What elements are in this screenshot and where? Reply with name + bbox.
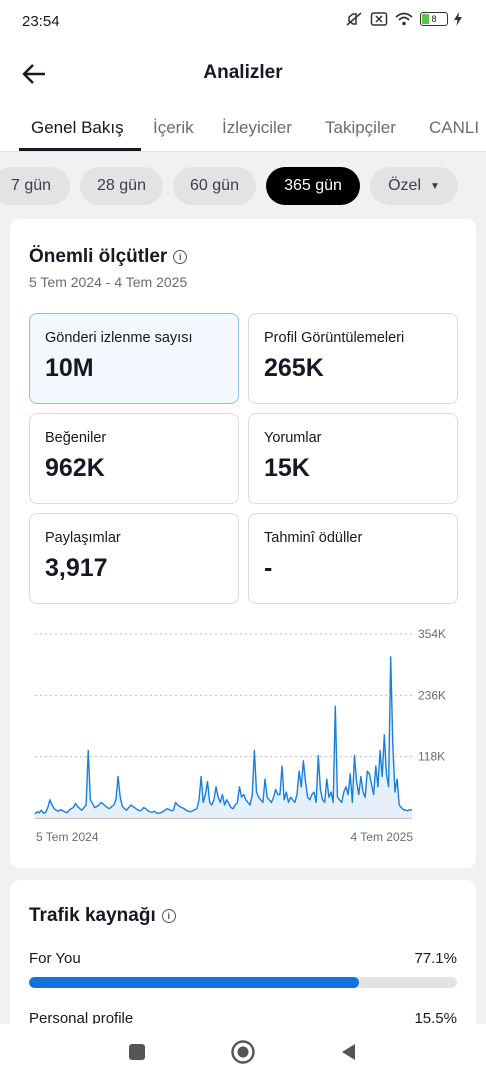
status-time: 23:54 — [22, 13, 60, 30]
battery-icon: 8 — [420, 12, 448, 26]
traffic-source-percent: 15.5% — [414, 1010, 457, 1027]
range-7-days[interactable]: 7 gün — [0, 167, 70, 205]
status-bar: 23:54 8 — [0, 0, 486, 44]
range-365-days[interactable]: 365 gün — [266, 167, 360, 205]
metric-value: 10M — [45, 354, 94, 382]
chip-label: 28 gün — [97, 177, 146, 194]
charging-icon — [454, 12, 462, 26]
arrow-left-icon — [22, 64, 45, 84]
metric-value: 15K — [264, 454, 310, 482]
metric-likes[interactable]: Beğeniler 962K — [29, 413, 239, 504]
key-metrics-title-row: Önemli ölçütler i — [29, 246, 188, 268]
traffic-bar-for-you — [29, 977, 457, 988]
metric-value: - — [264, 554, 273, 582]
metric-profile-views[interactable]: Profil Görüntülemeleri 265K — [248, 313, 458, 404]
views-chart-svg: 354K 236K 118K 5 Tem 2024 4 Tem 2025 — [34, 627, 446, 844]
tab-overview[interactable]: Genel Bakış — [31, 118, 124, 137]
home-button[interactable] — [229, 1038, 257, 1066]
mute-icon — [346, 12, 362, 26]
system-nav-bar — [0, 1024, 486, 1080]
traffic-title: Trafik kaynağı — [29, 905, 156, 926]
status-icons: 8 — [344, 11, 462, 27]
views-chart[interactable]: 354K 236K 118K 5 Tem 2024 4 Tem 2025 — [10, 624, 476, 859]
tab-followers[interactable]: Takipçiler — [325, 118, 396, 137]
key-metrics-card: Önemli ölçütler i 5 Tem 2024 - 4 Tem 202… — [10, 219, 476, 868]
metric-comments[interactable]: Yorumlar 15K — [248, 413, 458, 504]
recents-button[interactable] — [123, 1038, 151, 1066]
traffic-title-row: Trafik kaynağı i — [29, 905, 176, 927]
metric-label: Gönderi izlenme sayısı — [45, 330, 193, 346]
battery-level: 8 — [431, 14, 437, 24]
top-bar: Analizler — [0, 44, 486, 102]
x-tick-label: 5 Tem 2024 — [36, 830, 99, 844]
metric-label: Beğeniler — [45, 430, 107, 446]
metric-label: Paylaşımlar — [45, 530, 121, 546]
no-sim-icon — [370, 12, 388, 26]
chip-label: 7 gün — [10, 177, 52, 194]
tab-bar: Genel Bakış İçerik İzleyiciler Takipçile… — [0, 102, 486, 152]
caret-down-icon: ▼ — [430, 180, 440, 192]
metric-label: Tahminî ödüller — [264, 530, 363, 546]
range-60-days[interactable]: 60 gün — [173, 167, 256, 205]
y-tick-label: 354K — [418, 627, 446, 641]
metric-estimated-rewards[interactable]: Tahminî ödüller - — [248, 513, 458, 604]
metric-post-views[interactable]: Gönderi izlenme sayısı 10M — [29, 313, 239, 404]
traffic-source-name: Personal profile — [29, 1010, 134, 1027]
back-nav-button[interactable] — [335, 1038, 363, 1066]
back-triangle-icon — [342, 1044, 355, 1060]
metric-value: 3,917 — [45, 554, 108, 582]
metric-value: 962K — [45, 454, 105, 482]
y-tick-label: 118K — [418, 750, 445, 764]
info-icon[interactable]: i — [173, 250, 188, 264]
y-tick-label: 236K — [418, 688, 446, 702]
page-title: Analizler — [203, 62, 283, 83]
metric-shares[interactable]: Paylaşımlar 3,917 — [29, 513, 239, 604]
range-28-days[interactable]: 28 gün — [80, 167, 163, 205]
metric-label: Yorumlar — [264, 430, 322, 446]
home-circle-icon — [231, 1040, 255, 1064]
active-tab-indicator — [19, 148, 141, 151]
range-custom-dropdown[interactable]: Özel ▼ — [370, 167, 458, 205]
chip-label: 60 gün — [190, 177, 239, 194]
wifi-icon — [395, 12, 413, 26]
date-range-label: 5 Tem 2024 - 4 Tem 2025 — [29, 274, 188, 290]
tab-content[interactable]: İçerik — [153, 118, 194, 137]
chip-label: Özel — [388, 177, 421, 194]
metric-label: Profil Görüntülemeleri — [264, 330, 405, 346]
x-tick-label: 4 Tem 2025 — [351, 830, 414, 844]
info-icon[interactable]: i — [161, 909, 176, 923]
back-button[interactable] — [16, 56, 52, 92]
traffic-bar-fill — [29, 977, 359, 988]
date-range-selector: 7 gün 28 gün 60 gün 365 gün Özel ▼ — [0, 152, 486, 218]
recents-square-icon — [129, 1044, 145, 1060]
key-metrics-title: Önemli ölçütler — [29, 246, 168, 267]
chart-series-line — [34, 656, 413, 815]
traffic-source-percent: 77.1% — [414, 950, 457, 967]
chip-label: 365 gün — [284, 177, 342, 194]
metric-value: 265K — [264, 354, 324, 382]
tab-live[interactable]: CANLI — [429, 118, 480, 137]
traffic-source-name: For You — [29, 950, 81, 967]
chart-area-fill — [35, 656, 412, 818]
tab-viewers[interactable]: İzleyiciler — [222, 118, 292, 137]
